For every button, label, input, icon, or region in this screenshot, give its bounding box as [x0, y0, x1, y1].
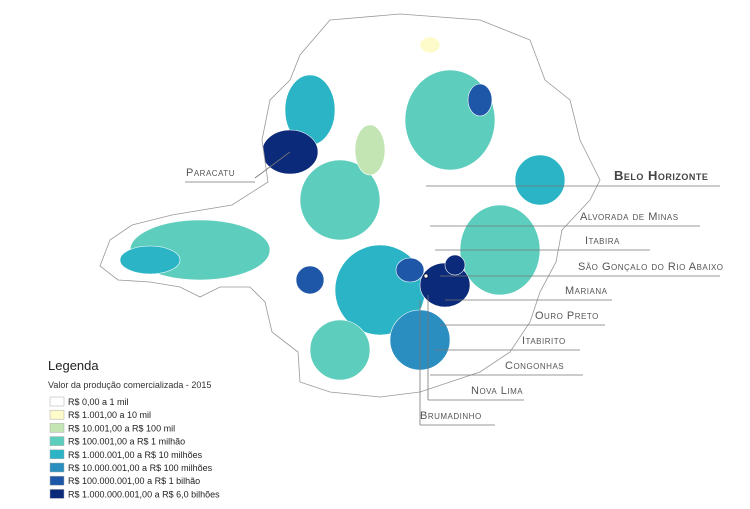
- place-label: Itabirito: [522, 335, 566, 347]
- legend-label: R$ 100.001,00 a R$ 1 milhão: [68, 437, 185, 447]
- legend-title: Legenda: [48, 358, 99, 373]
- place-label: Ouro Preto: [535, 310, 599, 322]
- legend-label: R$ 10.001,00 a R$ 100 mil: [68, 423, 175, 433]
- place-label: Congonhas: [505, 360, 564, 372]
- place-label: Itabira: [585, 235, 620, 247]
- legend-label: R$ 100.000.001,00 a R$ 1 bilhão: [68, 476, 200, 486]
- place-label: São Gonçalo do Rio Abaixo: [578, 261, 724, 273]
- place-label: Belo Horizonte: [614, 168, 708, 183]
- legend-swatch: [49, 409, 65, 420]
- place-label: Brumadinho: [420, 410, 482, 422]
- legend-label: R$ 10.000.001,00 a R$ 100 milhões: [68, 463, 213, 473]
- legend-swatch: [49, 396, 65, 407]
- legend-swatch: [49, 423, 65, 433]
- leader-lines: [185, 151, 720, 426]
- place-label: Alvorada de Minas: [580, 211, 679, 223]
- legend-label: R$ 0,00 a 1 mil: [68, 397, 129, 407]
- place-label: Paracatu: [186, 167, 235, 179]
- place-labels: Paracatu Belo Horizonte Alvorada de Minas I…: [186, 167, 724, 422]
- legend-swatch: [49, 475, 65, 486]
- legend-label: R$ 1.000.000.001,00 a R$ 6,0 bilhões: [68, 489, 220, 499]
- legend-subtitle: Valor da produção comercializada - 2015: [48, 380, 211, 390]
- legend-label: R$ 1.000.001,00 a R$ 10 milhões: [68, 450, 203, 460]
- state-map: [99, 13, 601, 398]
- place-label: Nova Lima: [471, 385, 523, 397]
- legend: R$ 0,00 a 1 mil R$ 1.001,00 a 10 mil R$ 10…: [49, 396, 220, 499]
- place-label: Mariana: [565, 285, 608, 297]
- legend-swatch: [49, 489, 65, 499]
- legend-label: R$ 1.001,00 a 10 mil: [68, 410, 151, 420]
- legend-swatch: [49, 449, 65, 460]
- legend-swatch: [49, 462, 65, 473]
- legend-swatch: [49, 436, 65, 446]
